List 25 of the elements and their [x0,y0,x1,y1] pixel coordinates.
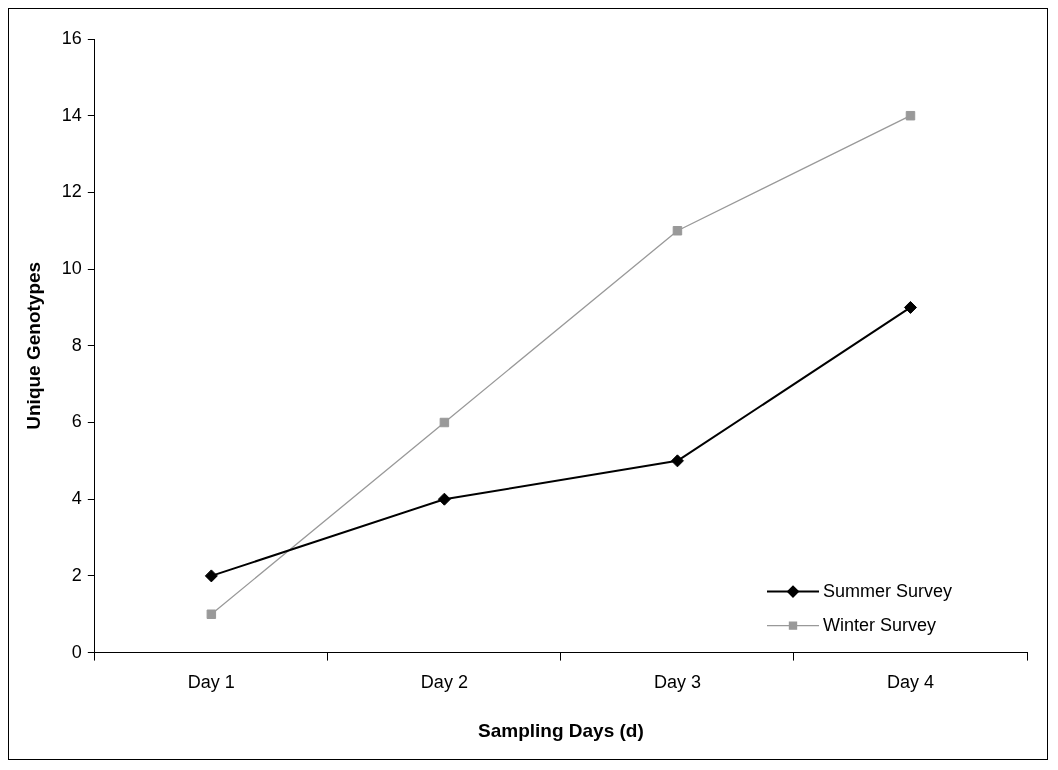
y-tick-label: 16 [61,27,82,48]
y-tick-label: 14 [61,104,82,125]
y-tick-label: 12 [61,181,82,202]
x-tick-label: Day 2 [420,672,468,693]
point [439,417,450,428]
legend-label: Summer Survey [823,580,953,601]
y-axis-title: Unique Genotypes [22,261,44,430]
y-tick-label: 6 [71,411,82,432]
point [204,569,218,583]
y-tick-label: 8 [71,334,82,355]
point [672,226,683,236]
y-tick-label: 4 [71,488,82,509]
y-tick-label: 10 [61,258,82,279]
x-axis-title: Sampling Days (d) [478,719,644,741]
point [437,492,451,506]
x-tick-label: Day 4 [886,672,934,693]
point [903,300,917,314]
point [206,609,217,619]
point [905,110,916,121]
y-tick-label: 2 [71,564,82,585]
x-tick-label: Day 3 [653,672,701,693]
legend-label: Winter Survey [823,614,937,635]
y-tick-label: 0 [71,641,82,662]
point [670,454,684,468]
x-tick-label: Day 1 [187,672,235,693]
